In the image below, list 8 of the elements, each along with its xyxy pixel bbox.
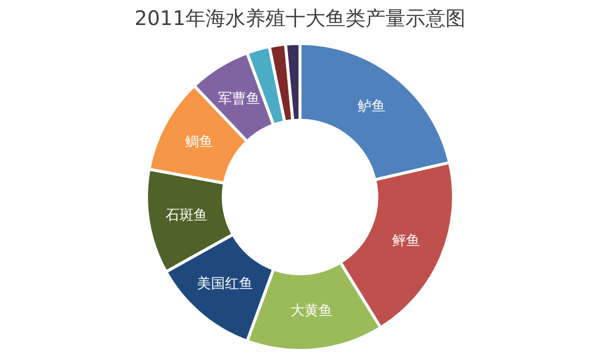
slice-label: 大黄鱼 (290, 303, 333, 320)
slice-label: 石斑鱼 (165, 207, 208, 224)
slice-label: 鲆鱼 (392, 233, 420, 250)
slice-label: 军曹鱼 (218, 90, 260, 107)
slice-label: 鲈鱼 (358, 98, 386, 115)
slice-label: 鲷鱼 (184, 134, 213, 150)
chart-title: 2011年海水养殖十大鱼类产量示意图 (134, 6, 466, 30)
slice-label: 美国红鱼 (197, 276, 254, 292)
